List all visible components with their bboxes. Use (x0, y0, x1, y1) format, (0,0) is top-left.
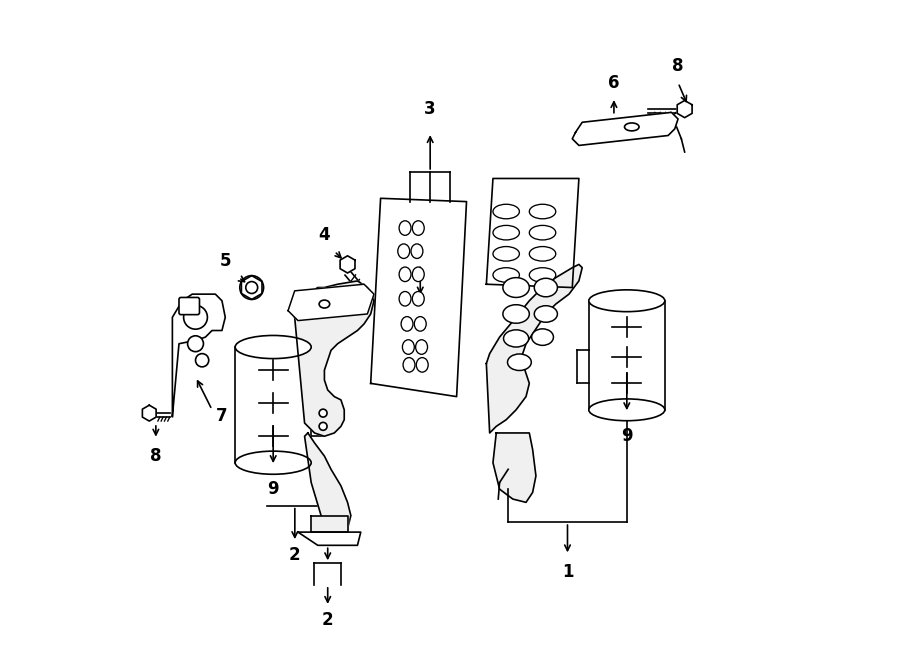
FancyBboxPatch shape (179, 297, 200, 315)
Polygon shape (486, 264, 582, 433)
Ellipse shape (529, 225, 556, 240)
Polygon shape (304, 433, 351, 532)
Ellipse shape (529, 247, 556, 261)
Ellipse shape (235, 336, 311, 358)
Ellipse shape (529, 268, 556, 282)
Ellipse shape (235, 451, 311, 475)
Ellipse shape (398, 244, 410, 258)
Polygon shape (298, 532, 361, 545)
Ellipse shape (399, 267, 411, 282)
Ellipse shape (625, 123, 639, 131)
Ellipse shape (401, 317, 413, 331)
Ellipse shape (411, 244, 423, 258)
Polygon shape (486, 178, 579, 288)
Ellipse shape (589, 290, 665, 311)
Ellipse shape (320, 300, 329, 308)
Ellipse shape (589, 399, 665, 420)
Ellipse shape (532, 329, 554, 345)
Text: 5: 5 (220, 252, 231, 270)
Polygon shape (142, 405, 156, 421)
Ellipse shape (503, 305, 529, 323)
Ellipse shape (399, 292, 411, 306)
Ellipse shape (493, 204, 519, 219)
Circle shape (195, 354, 209, 367)
Ellipse shape (529, 204, 556, 219)
Text: 9: 9 (267, 480, 279, 498)
Ellipse shape (493, 268, 519, 282)
Polygon shape (677, 100, 692, 118)
Circle shape (320, 409, 327, 417)
Text: 7: 7 (216, 407, 228, 426)
Ellipse shape (417, 358, 428, 372)
Ellipse shape (493, 247, 519, 261)
Circle shape (187, 336, 203, 352)
Ellipse shape (412, 221, 424, 235)
Circle shape (239, 276, 264, 299)
Circle shape (184, 305, 207, 329)
Ellipse shape (399, 221, 411, 235)
Ellipse shape (493, 225, 519, 240)
Text: 8: 8 (150, 447, 162, 465)
Ellipse shape (535, 278, 557, 297)
Polygon shape (340, 256, 355, 273)
Polygon shape (311, 516, 347, 532)
Polygon shape (493, 433, 536, 502)
FancyBboxPatch shape (235, 347, 311, 463)
Text: 2: 2 (322, 611, 334, 629)
Text: 3: 3 (425, 100, 436, 118)
Text: 8: 8 (672, 57, 684, 75)
Ellipse shape (414, 317, 427, 331)
Circle shape (320, 422, 327, 430)
Ellipse shape (503, 330, 528, 347)
FancyBboxPatch shape (589, 301, 665, 410)
Text: 2: 2 (289, 546, 301, 564)
Ellipse shape (402, 340, 414, 354)
Polygon shape (288, 284, 374, 321)
Ellipse shape (535, 305, 557, 322)
Polygon shape (294, 281, 374, 436)
Text: 6: 6 (608, 73, 620, 92)
Ellipse shape (416, 340, 428, 354)
Text: 4: 4 (319, 225, 330, 244)
Ellipse shape (412, 292, 424, 306)
Ellipse shape (412, 267, 424, 282)
Ellipse shape (508, 354, 531, 370)
Ellipse shape (503, 278, 529, 297)
Polygon shape (371, 198, 466, 397)
Polygon shape (572, 112, 678, 145)
Text: 1: 1 (562, 563, 573, 581)
Circle shape (246, 282, 257, 293)
Ellipse shape (403, 358, 415, 372)
Text: 9: 9 (621, 427, 633, 446)
